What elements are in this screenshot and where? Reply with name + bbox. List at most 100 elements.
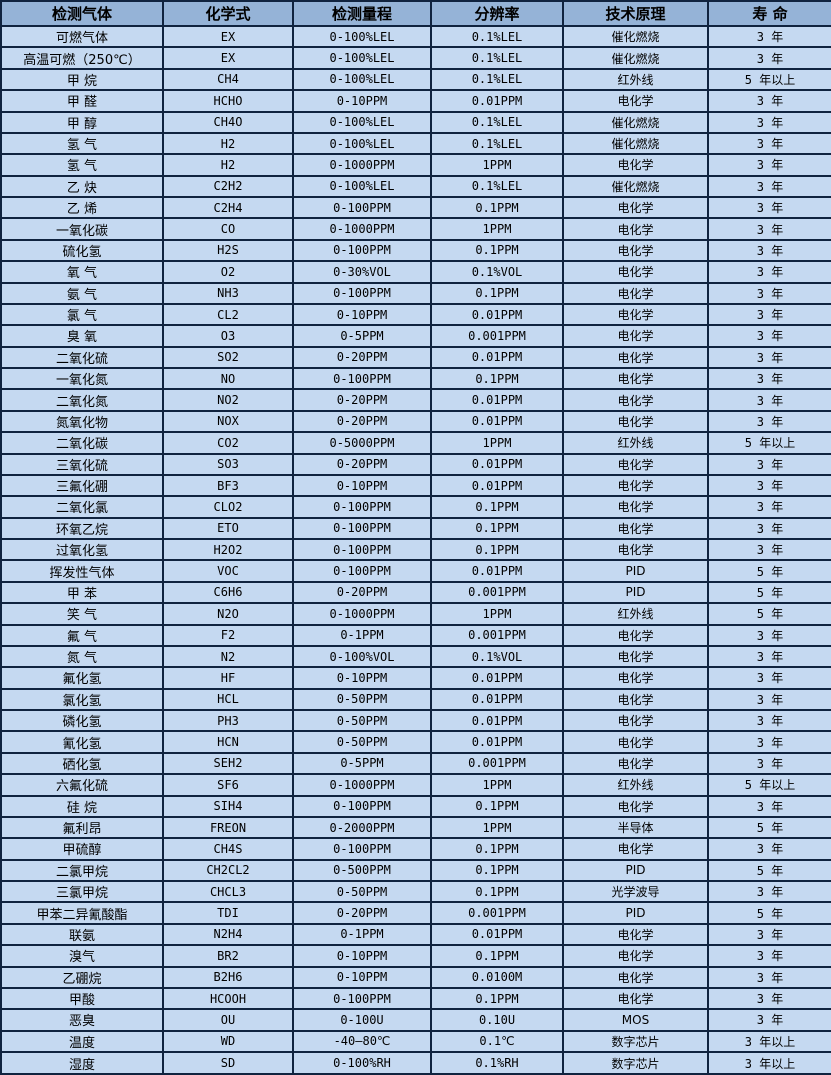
lifespan-cell: 3 年 [707, 687, 831, 712]
lifespan-cell: 3 年 [707, 922, 831, 947]
gas-name-cell: 三氯甲烷 [0, 879, 164, 904]
principle-cell: 电化学 [562, 89, 709, 113]
range-cell: 0-30%VOL [292, 260, 432, 284]
lifespan-cell: 3 年 [707, 131, 831, 156]
gas-name-cell: 氯化氢 [0, 687, 164, 712]
table-row: 乙硼烷 B2H6 0-10PPM 0.0100M 电化学 3 年 [0, 965, 831, 989]
lifespan-cell: 5 年以上 [707, 773, 831, 797]
table-row: 乙 烯 C2H4 0-100PPM 0.1PPM 电化学 3 年 [0, 195, 831, 220]
formula-cell: CO [162, 217, 294, 241]
table-row: 甲 醇 CH4O 0-100%LEL 0.1%LEL 催化燃烧 3 年 [0, 110, 831, 134]
lifespan-cell: 3 年 [707, 473, 831, 498]
formula-cell: CL2 [162, 302, 294, 327]
range-cell: 0-1PPM [292, 922, 432, 947]
resolution-cell: 0.01PPM [430, 666, 564, 690]
gas-name-cell: 甲 醛 [0, 89, 164, 113]
principle-cell: 数字芯片 [562, 1029, 709, 1054]
table-row: 高温可燃（250℃） EX 0-100%LEL 0.1%LEL 催化燃烧 3 年 [0, 46, 831, 70]
formula-cell: CHCL3 [162, 879, 294, 904]
principle-cell: 红外线 [562, 67, 709, 92]
header-row: 检测气体 化学式 检测量程 分辨率 技术原理寿 命 [0, 0, 831, 27]
gas-name-cell: 挥发性气体 [0, 559, 164, 583]
gas-name-cell: 甲 醇 [0, 110, 164, 134]
table-row: 联氨 N2H4 0-1PPM 0.01PPM 电化学 3 年 [0, 922, 831, 947]
lifespan-cell: 5 年以上 [707, 67, 831, 92]
table-row: 硒化氢 SEH2 0-5PPM 0.001PPM 电化学 3 年 [0, 751, 831, 776]
lifespan-cell: 3 年 [707, 837, 831, 861]
table-row: 氟化氢 HF 0-10PPM 0.01PPM 电化学 3 年 [0, 666, 831, 690]
formula-cell: H2 [162, 153, 294, 177]
range-cell: 0-20PPM [292, 345, 432, 370]
resolution-cell: 0.01PPM [430, 452, 564, 476]
principle-cell: 催化燃烧 [562, 174, 709, 199]
formula-cell: SIH4 [162, 794, 294, 818]
resolution-cell: 0.001PPM [430, 623, 564, 647]
lifespan-cell: 3 年 [707, 409, 831, 434]
formula-cell: NH3 [162, 281, 294, 305]
range-cell: 0-50PPM [292, 687, 432, 712]
principle-cell: 电化学 [562, 537, 709, 562]
principle-cell: 电化学 [562, 837, 709, 861]
formula-cell: N2H4 [162, 922, 294, 947]
range-cell: 0-5PPM [292, 324, 432, 348]
lifespan-cell: 3 年 [707, 388, 831, 412]
formula-cell: NO [162, 366, 294, 391]
resolution-cell: 0.1PPM [430, 238, 564, 263]
table-row: 二氧化氮 NO2 0-20PPM 0.01PPM 电化学 3 年 [0, 388, 831, 412]
principle-cell: PID [562, 858, 709, 883]
resolution-cell: 0.01PPM [430, 388, 564, 412]
range-cell: 0-100%LEL [292, 174, 432, 199]
formula-cell: HCOOH [162, 986, 294, 1011]
range-cell: 0-100%LEL [292, 46, 432, 70]
table-row: 硅 烷 SIH4 0-100PPM 0.1PPM 电化学 3 年 [0, 794, 831, 818]
formula-cell: SO3 [162, 452, 294, 476]
table-row: 甲 苯 C6H6 0-20PPM 0.001PPM PID 5 年 [0, 580, 831, 605]
lifespan-cell: 5 年 [707, 580, 831, 605]
column-header-formula: 化学式 [162, 0, 294, 27]
resolution-cell: 0.01PPM [430, 89, 564, 113]
formula-cell: HCN [162, 730, 294, 754]
range-cell: 0-1000PPM [292, 217, 432, 241]
table-row: 笑 气 N2O 0-1000PPM 1PPM 红外线 5 年 [0, 602, 831, 626]
lifespan-cell: 3 年 [707, 666, 831, 690]
table-row: 二氧化碳 CO2 0-5000PPM 1PPM 红外线 5 年以上 [0, 431, 831, 455]
resolution-cell: 0.1PPM [430, 516, 564, 541]
range-cell: 0-10PPM [292, 473, 432, 498]
formula-cell: NOX [162, 409, 294, 434]
lifespan-cell: 3 年以上 [707, 1029, 831, 1054]
principle-cell: 催化燃烧 [562, 131, 709, 156]
range-cell: 0-100PPM [292, 837, 432, 861]
gas-name-cell: 三氧化硫 [0, 452, 164, 476]
range-cell: 0-2000PPM [292, 815, 432, 840]
table-row: 恶臭 OU 0-100U 0.10U MOS 3 年 [0, 1008, 831, 1032]
lifespan-cell: 3 年 [707, 281, 831, 305]
resolution-cell: 0.1%VOL [430, 260, 564, 284]
table-row: 二氧化硫 SO2 0-20PPM 0.01PPM 电化学 3 年 [0, 345, 831, 370]
range-cell: 0-20PPM [292, 452, 432, 476]
resolution-cell: 0.1PPM [430, 858, 564, 883]
lifespan-cell: 3 年 [707, 217, 831, 241]
lifespan-cell: 5 年 [707, 858, 831, 883]
table-row: 二氧化氯 CLO2 0-100PPM 0.1PPM 电化学 3 年 [0, 495, 831, 519]
formula-cell: WD [162, 1029, 294, 1054]
table-row: 氮 气 N2 0-100%VOL 0.1%VOL 电化学 3 年 [0, 644, 831, 669]
resolution-cell: 0.1%LEL [430, 67, 564, 92]
lifespan-cell: 3 年 [707, 366, 831, 391]
range-cell: 0-10PPM [292, 666, 432, 690]
formula-cell: BF3 [162, 473, 294, 498]
gas-name-cell: 甲 烷 [0, 67, 164, 92]
table-header: 检测气体 化学式 检测量程 分辨率 技术原理寿 命 [0, 0, 831, 27]
principle-cell: PID [562, 901, 709, 925]
principle-cell: 电化学 [562, 666, 709, 690]
gas-name-cell: 臭 氧 [0, 324, 164, 348]
range-cell: 0-50PPM [292, 730, 432, 754]
resolution-cell: 0.001PPM [430, 580, 564, 605]
range-cell: 0-100%VOL [292, 644, 432, 669]
range-cell: 0-20PPM [292, 388, 432, 412]
resolution-cell: 0.01PPM [430, 345, 564, 370]
principle-cell: 电化学 [562, 730, 709, 754]
principle-cell: PID [562, 580, 709, 605]
range-cell: 0-100%LEL [292, 67, 432, 92]
range-cell: 0-1PPM [292, 623, 432, 647]
principle-cell: 催化燃烧 [562, 46, 709, 70]
